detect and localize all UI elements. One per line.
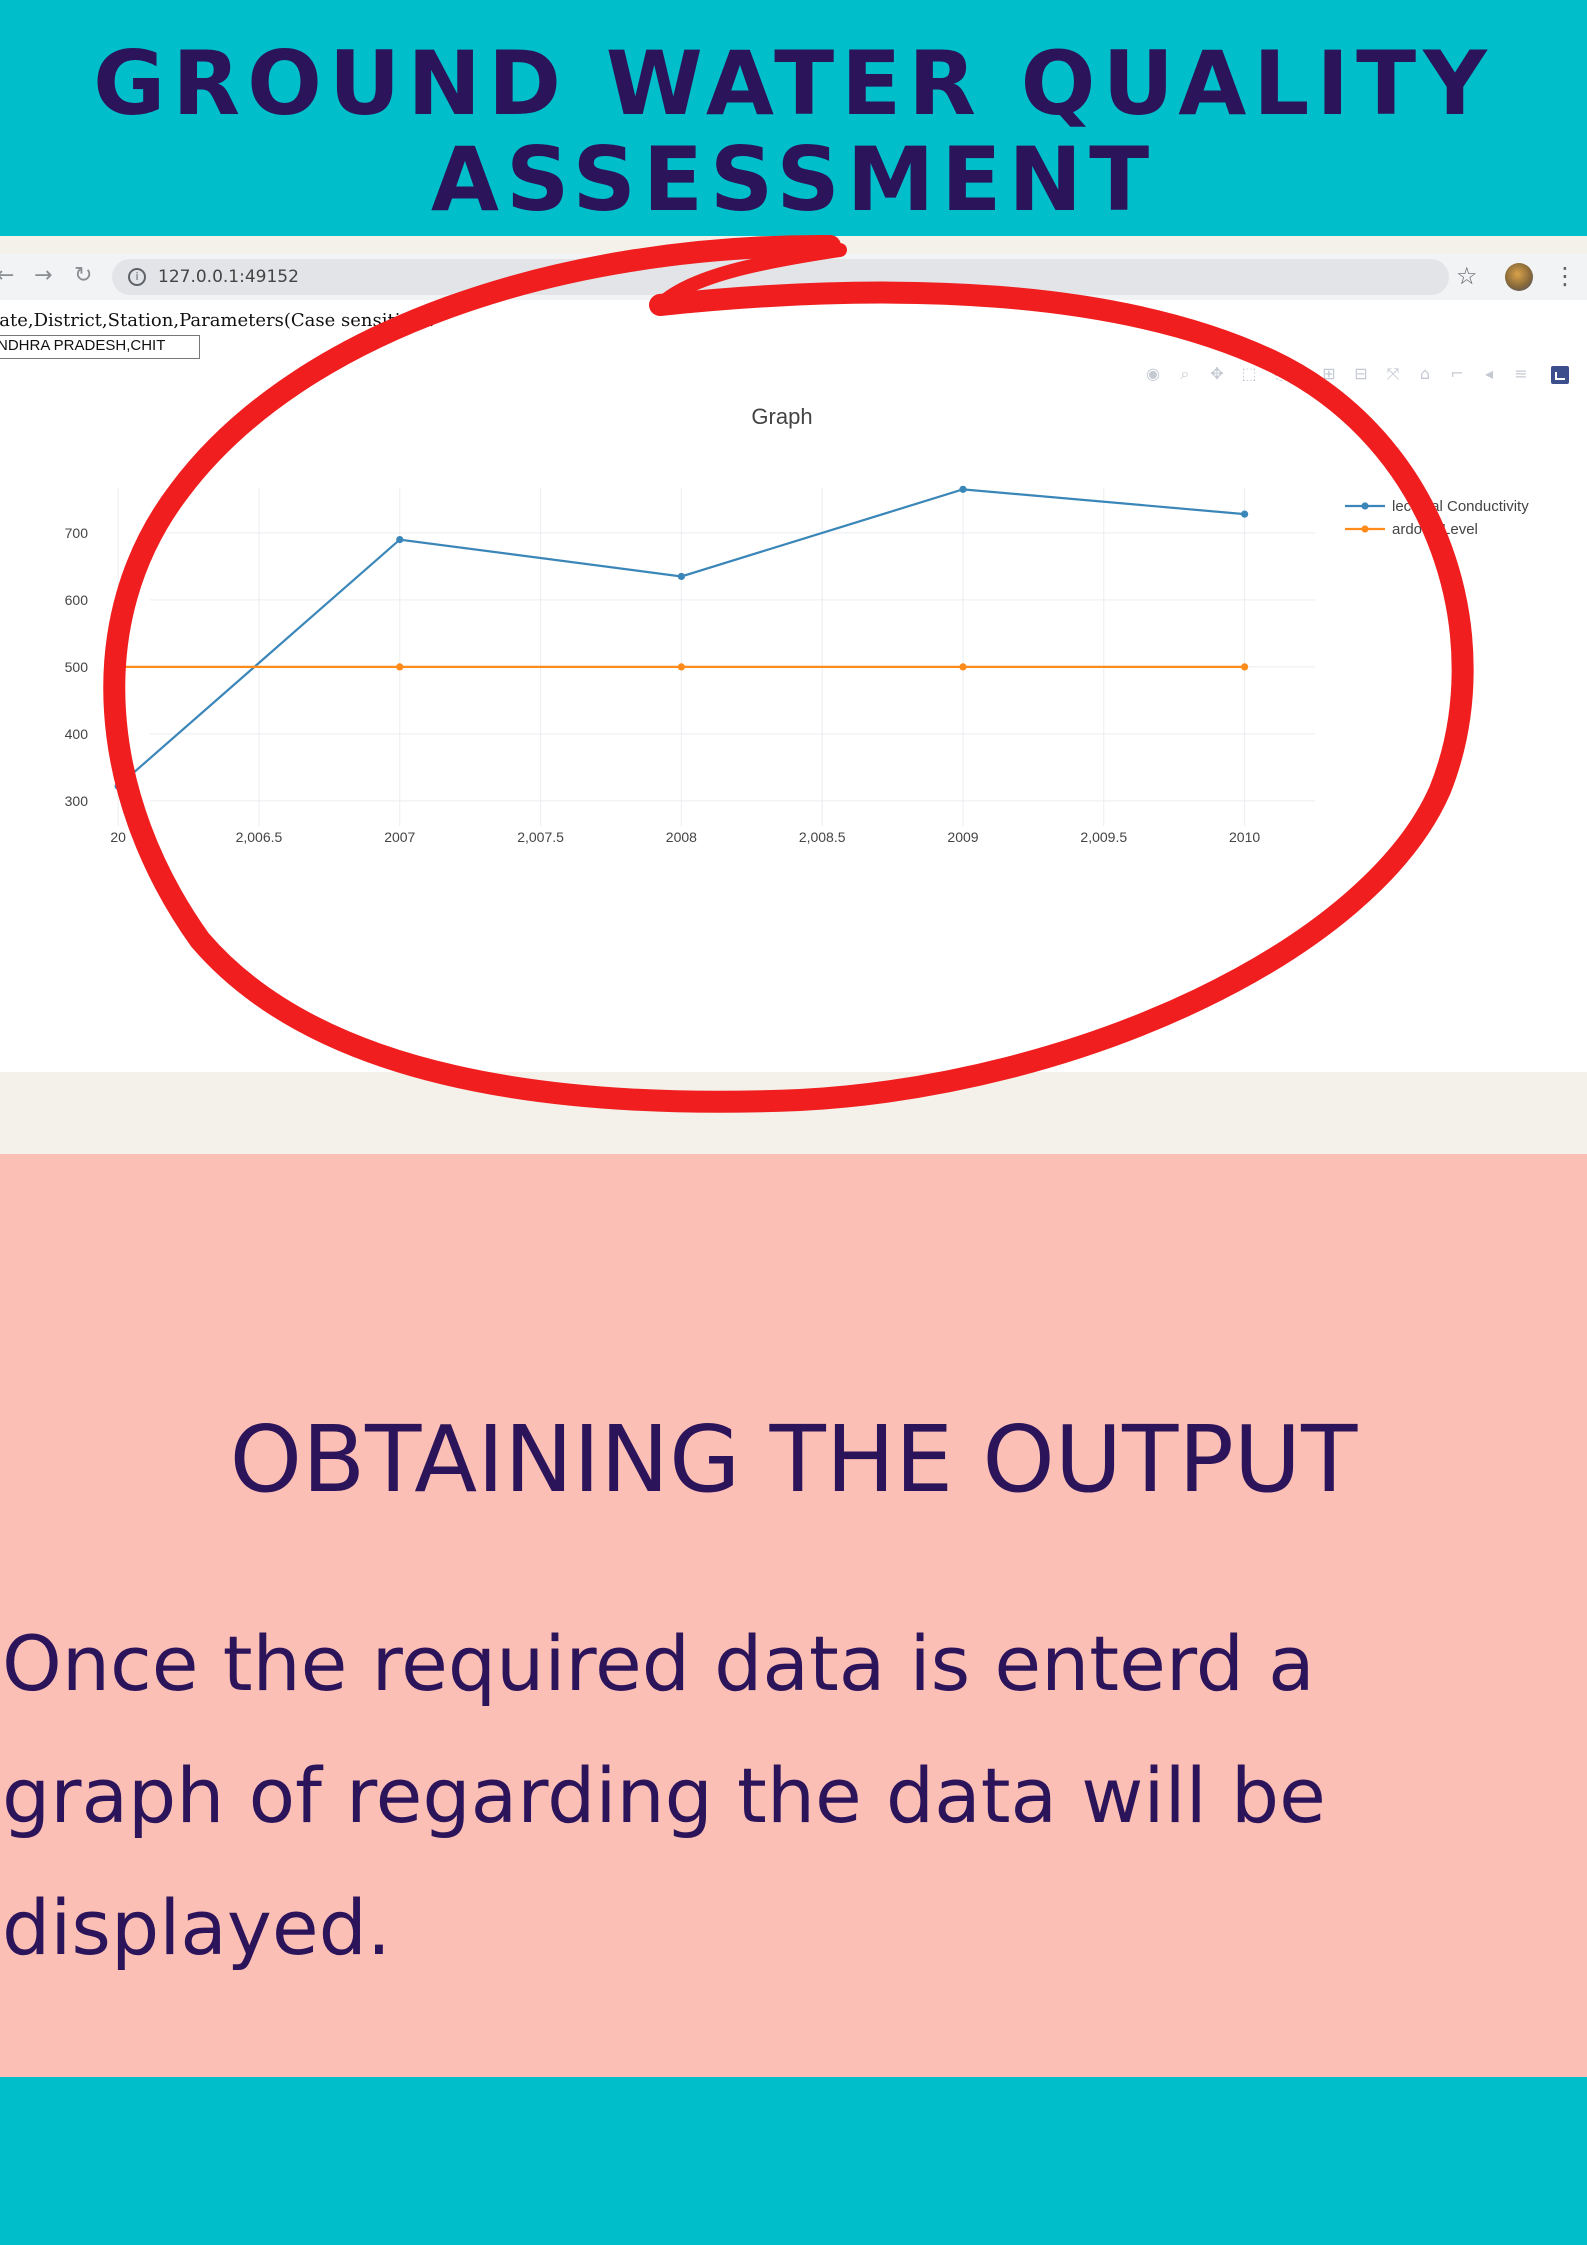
chart-grid bbox=[117, 488, 1315, 826]
bottom-band bbox=[0, 2077, 1587, 2245]
legend-label: lectrical Conductivity bbox=[1392, 498, 1529, 515]
explanation-section bbox=[0, 1154, 1587, 2077]
x-tick-label: 2,006.5 bbox=[236, 829, 283, 845]
legend-marker bbox=[1361, 502, 1369, 510]
box-select-icon[interactable]: ⬚ bbox=[1241, 364, 1257, 383]
app-screenshot: ← → ↻ i 127.0.0.1:49152 ☆ ⋮ tate,Distric… bbox=[0, 236, 1587, 1154]
y-tick-label: 500 bbox=[65, 659, 89, 675]
y-tick-label: 300 bbox=[65, 793, 89, 809]
x-tick-label: 2010 bbox=[1229, 829, 1260, 845]
data-point bbox=[1240, 663, 1249, 671]
pan-icon[interactable]: ✥ bbox=[1210, 364, 1224, 383]
zoom-in-icon[interactable]: ⊞ bbox=[1322, 364, 1336, 383]
data-point bbox=[114, 782, 122, 790]
section-heading: OBTAINING THE OUTPUT bbox=[229, 1406, 1358, 1513]
camera-icon[interactable]: ◉ bbox=[1146, 364, 1160, 383]
back-arrow-icon[interactable]: ← bbox=[0, 263, 15, 288]
home-icon[interactable]: ⌂ bbox=[1419, 364, 1431, 383]
y-tick-label: 400 bbox=[65, 726, 89, 742]
forward-arrow-icon[interactable]: → bbox=[34, 263, 53, 288]
legend-marker bbox=[1361, 525, 1369, 533]
data-point bbox=[396, 536, 404, 544]
data-point bbox=[114, 663, 122, 671]
legend-label: ardous Level bbox=[1392, 521, 1478, 538]
hover-closest-icon[interactable]: ◂ bbox=[1484, 364, 1494, 383]
x-tick-label: 2,007.5 bbox=[517, 829, 564, 845]
title-banner bbox=[0, 0, 1587, 236]
x-tick-label: 2008 bbox=[666, 829, 697, 845]
plotly-logo-icon[interactable] bbox=[1551, 366, 1569, 384]
y-tick-label: 600 bbox=[65, 592, 89, 608]
reload-icon[interactable]: ↻ bbox=[74, 263, 93, 288]
autoscale-icon[interactable]: ⤧ bbox=[1386, 364, 1400, 383]
lasso-icon[interactable]: ◌ bbox=[1274, 364, 1288, 383]
x-tick-label: 2,009.5 bbox=[1080, 829, 1127, 845]
spike-lines-icon[interactable]: ⌐ bbox=[1450, 364, 1464, 383]
zoom-icon[interactable]: ⌕ bbox=[1180, 364, 1190, 383]
x-tick-label: 2009 bbox=[947, 829, 978, 845]
zoom-out-icon[interactable]: ⊟ bbox=[1354, 364, 1368, 383]
x-tick-label: 20 bbox=[110, 829, 126, 845]
y-tick-label: 700 bbox=[65, 525, 89, 541]
data-point bbox=[959, 485, 967, 493]
poster-title: GROUND WATER QUALITY ASSESSMENT bbox=[93, 32, 1494, 231]
hover-compare-icon[interactable]: ≡ bbox=[1514, 364, 1528, 383]
data-point bbox=[677, 663, 685, 671]
chart-modebar: ◉ ⌕ ✥ ⬚ ◌ ⊞ ⊟ ⤧ ⌂ ⌐ ◂ ≡ bbox=[1143, 364, 1583, 388]
section-body: Once the required data is enterd a graph… bbox=[2, 1619, 1326, 1972]
data-point bbox=[677, 572, 685, 581]
data-point bbox=[959, 663, 967, 671]
avatar[interactable] bbox=[1505, 263, 1533, 291]
chart-title: Graph bbox=[751, 404, 812, 429]
chart-legend: lectrical Conductivity ardous Level bbox=[1345, 498, 1529, 538]
data-point bbox=[396, 663, 404, 671]
data-point bbox=[1240, 510, 1249, 518]
x-tick-label: 2007 bbox=[384, 829, 415, 845]
kebab-menu-icon[interactable]: ⋮ bbox=[1553, 262, 1577, 290]
x-tick-label: 2,008.5 bbox=[799, 829, 846, 845]
